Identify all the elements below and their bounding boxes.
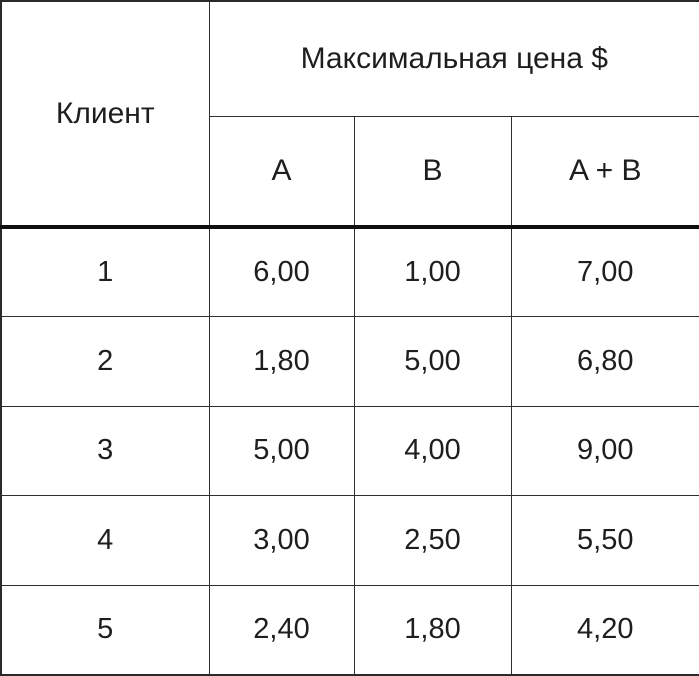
cell-price-b: 2,50 (353, 495, 512, 586)
header-col-b: B (353, 115, 512, 229)
header-col-a-plus-b: A + B (510, 115, 699, 229)
cell-client: 4 (0, 495, 210, 586)
cell-price-a-plus-b: 9,00 (510, 405, 699, 497)
cell-price-a: 2,40 (208, 584, 355, 676)
table-row: 2 1,80 5,00 6,80 (0, 316, 699, 407)
table-row: 1 6,00 1,00 7,00 (0, 226, 699, 318)
cell-price-b: 1,80 (353, 584, 512, 676)
header-row-top: Клиент Максимальная цена $ (0, 0, 699, 229)
cell-price-b: 5,00 (353, 316, 512, 407)
header-client: Клиент (0, 0, 210, 229)
table-row: 3 5,00 4,00 9,00 (0, 405, 699, 497)
cell-client: 2 (0, 316, 210, 407)
table-row: 5 2,40 1,80 4,20 (0, 584, 699, 676)
cell-price-a-plus-b: 5,50 (510, 495, 699, 586)
cell-client: 1 (0, 226, 210, 318)
cell-price-a-plus-b: 7,00 (510, 226, 699, 318)
cell-price-a-plus-b: 6,80 (510, 316, 699, 407)
cell-price-a: 1,80 (208, 316, 355, 407)
cell-price-a: 5,00 (208, 405, 355, 497)
table-row: 4 3,00 2,50 5,50 (0, 495, 699, 586)
cell-price-b: 4,00 (353, 405, 512, 497)
cell-price-a: 6,00 (208, 226, 355, 318)
cell-price-a: 3,00 (208, 495, 355, 586)
cell-client: 5 (0, 584, 210, 676)
header-col-a: A (208, 115, 355, 229)
cell-price-b: 1,00 (353, 226, 512, 318)
header-row-sub: A B A + B (1, 115, 699, 229)
cell-price-a-plus-b: 4,20 (510, 584, 699, 676)
header-max-price: Максимальная цена $ (208, 0, 699, 117)
cell-client: 3 (0, 405, 210, 497)
